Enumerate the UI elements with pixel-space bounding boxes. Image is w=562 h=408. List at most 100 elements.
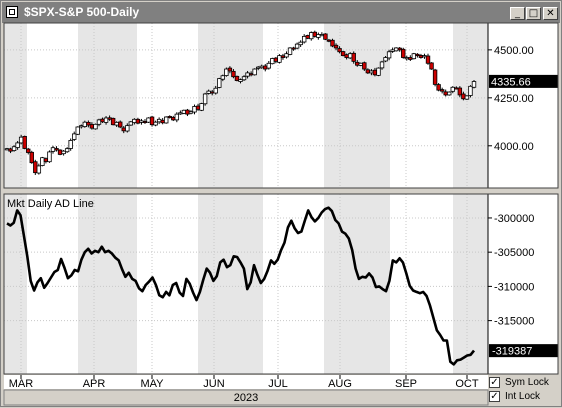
ad-last-value: -319387	[492, 346, 532, 358]
candle	[287, 47, 293, 56]
ad-ytick-label: -305000	[494, 247, 534, 259]
int-lock-checkbox[interactable]: ✓	[489, 391, 500, 402]
x-axis: MAR APR MAY JUN JUL AUG SEP OCT 2023	[3, 375, 489, 406]
candle	[11, 145, 17, 152]
x-tick-label: MAR	[9, 378, 34, 390]
candle	[174, 112, 180, 123]
candle	[393, 47, 399, 52]
candle	[72, 131, 77, 141]
candle	[386, 49, 392, 61]
candle	[75, 126, 80, 136]
candle	[234, 75, 240, 82]
candle	[294, 42, 300, 50]
price-ytick-label: 4000.00	[494, 141, 534, 153]
close-button[interactable]: ✕	[543, 7, 558, 20]
candle	[436, 83, 441, 92]
panel-splitter[interactable]	[4, 189, 558, 193]
title-bar[interactable]: $SPX-S&P 500-Daily _ □ ✕	[2, 2, 560, 23]
candle	[401, 47, 406, 59]
candle	[358, 62, 363, 67]
candle	[333, 43, 339, 51]
ad-line-title: Mkt Daily AD Line	[7, 198, 94, 210]
candle	[15, 140, 20, 150]
sym-lock-checkbox[interactable]: ✓	[489, 377, 500, 388]
candle	[376, 67, 381, 77]
candle	[149, 115, 155, 127]
candle	[93, 123, 98, 130]
price-ytick-label: 4500.00	[494, 45, 534, 57]
x-tick-label: JUL	[268, 378, 288, 390]
candle	[213, 85, 218, 95]
x-tick-label: MAY	[140, 378, 164, 390]
candle	[305, 34, 310, 40]
candle	[40, 156, 45, 167]
candle	[439, 87, 445, 94]
candle	[457, 86, 463, 98]
candle	[103, 116, 109, 125]
price-ytick-label: 4250.00	[494, 93, 534, 105]
candle	[238, 78, 243, 84]
candle	[270, 57, 275, 65]
candle	[164, 116, 169, 124]
int-lock-toggle[interactable]: ✓ Int Lock	[489, 391, 561, 404]
app-icon	[6, 6, 18, 18]
candle	[411, 52, 417, 60]
candle	[301, 34, 307, 44]
candle	[54, 146, 59, 152]
candle	[432, 68, 438, 87]
candle	[118, 120, 123, 129]
candle	[337, 46, 342, 54]
year-label: 2023	[234, 392, 258, 404]
candle	[351, 51, 356, 64]
sym-lock-label: Sym Lock	[505, 377, 549, 388]
candle	[266, 60, 272, 70]
candle	[227, 66, 233, 74]
candle	[277, 54, 282, 64]
candle	[47, 150, 52, 163]
candle	[217, 77, 222, 89]
minimize-button[interactable]: _	[510, 7, 525, 20]
ad-ytick-label: -315000	[494, 316, 534, 328]
candle	[330, 38, 335, 48]
candle	[36, 163, 42, 175]
x-tick-label: JUN	[203, 378, 224, 390]
candle	[252, 68, 257, 76]
candle	[153, 120, 158, 127]
candle	[379, 60, 385, 70]
int-lock-label: Int Lock	[505, 391, 541, 402]
candle	[57, 149, 63, 156]
candle	[362, 61, 367, 71]
candle	[29, 150, 34, 164]
candle	[199, 102, 204, 112]
candle	[447, 91, 452, 96]
candle	[202, 92, 208, 106]
ad-ytick-label: -300000	[494, 213, 534, 225]
candle	[383, 56, 388, 63]
candle	[464, 95, 470, 100]
candle	[468, 85, 473, 98]
candle	[415, 53, 420, 58]
maximize-button[interactable]: □	[526, 7, 541, 20]
candle	[241, 75, 247, 81]
candle	[86, 120, 91, 128]
x-tick-label: OCT	[455, 378, 479, 390]
candle	[181, 109, 187, 115]
sym-lock-toggle[interactable]: ✓ Sym Lock	[489, 377, 561, 390]
candle	[22, 135, 27, 150]
candle	[471, 79, 477, 89]
window-title: $SPX-S&P 500-Daily	[24, 5, 140, 19]
candle	[323, 33, 328, 41]
price-axis-bg	[488, 23, 558, 188]
candle	[110, 117, 116, 126]
candle	[224, 67, 229, 77]
candle	[284, 51, 289, 59]
price-last-value: 4335.66	[491, 76, 531, 88]
x-tick-label: AUG	[328, 378, 352, 390]
ad-last-value-tag: -319387	[489, 344, 558, 358]
ad-line-series	[6, 206, 476, 366]
candle	[125, 123, 130, 133]
candle	[128, 121, 134, 126]
candle	[220, 74, 226, 82]
